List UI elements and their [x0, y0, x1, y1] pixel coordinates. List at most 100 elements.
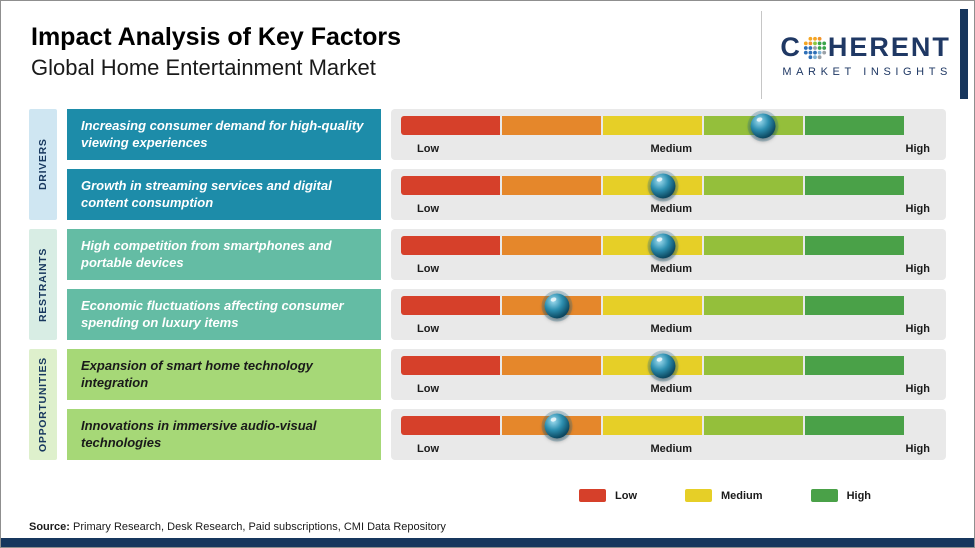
bar-segment	[603, 416, 702, 435]
impact-matrix: DRIVERS RESTRAINTS OPPORTUNITIES Increas…	[29, 109, 946, 460]
bar-segment	[502, 116, 601, 135]
impact-scale-track	[401, 113, 904, 138]
brand-letters: HERENT	[827, 32, 951, 62]
impact-marker	[750, 113, 776, 138]
impact-scale-track	[401, 233, 904, 258]
scale-label-low: Low	[417, 443, 439, 455]
scale-label-high: High	[905, 383, 930, 395]
legend-label-medium: Medium	[721, 489, 763, 502]
impact-marker	[650, 233, 676, 258]
bar-segment	[805, 416, 904, 435]
bar-segment	[502, 356, 601, 375]
impact-scale-track	[401, 173, 904, 198]
scale-label-medium: Medium	[650, 143, 693, 155]
group-label-drivers: DRIVERS	[29, 109, 57, 220]
page-title: Impact Analysis of Key Factors	[31, 23, 402, 51]
scale-label-low: Low	[417, 203, 439, 215]
source-prefix: Source:	[29, 521, 70, 533]
scale-labels: Low Medium High	[391, 443, 946, 456]
legend-item-medium: Medium	[685, 489, 763, 502]
scale-labels: Low Medium High	[391, 143, 946, 156]
bar-segment	[502, 236, 601, 255]
scale-label-high: High	[905, 323, 930, 335]
scale-label-low: Low	[417, 383, 439, 395]
legend-swatch-high	[810, 489, 838, 502]
header: Impact Analysis of Key Factors Global Ho…	[31, 23, 401, 81]
factor-card: Growth in streaming services and digital…	[67, 169, 381, 220]
scale-labels: Low Medium High	[391, 203, 946, 216]
legend-item-low: Low	[579, 489, 637, 502]
bar-segment	[805, 236, 904, 255]
impact-marker	[544, 293, 570, 318]
factor-card: Economic fluctuations affecting consumer…	[67, 289, 381, 340]
footer-accent-bar	[1, 538, 974, 547]
factor-card: High competition from smartphones and po…	[67, 229, 381, 280]
bar-segment	[704, 296, 803, 315]
scale-labels: Low Medium High	[391, 263, 946, 276]
impact-scale-panel: Low Medium High	[391, 289, 946, 340]
impact-scale-panel: Low Medium High	[391, 229, 946, 280]
bar-segment	[401, 116, 500, 135]
bar-segment	[704, 356, 803, 375]
scale-label-medium: Medium	[650, 443, 693, 455]
bar-segment	[401, 296, 500, 315]
impact-marker	[650, 173, 676, 198]
factor-card: Innovations in immersive audio-visual te…	[67, 409, 381, 460]
page-subtitle: Global Home Entertainment Market	[31, 54, 376, 80]
scale-labels: Low Medium High	[391, 323, 946, 336]
legend-swatch-medium	[685, 489, 712, 502]
bar-segment	[502, 176, 601, 195]
scale-label-low: Low	[417, 143, 439, 155]
scale-label-high: High	[905, 143, 930, 155]
factor-card: Expansion of smart home technology integ…	[67, 349, 381, 400]
legend: Low Medium High	[579, 489, 871, 502]
impact-scale-panel: Low Medium High	[391, 409, 946, 460]
bar-segment	[805, 116, 904, 135]
bar-segment	[401, 356, 500, 375]
source-note: Source: Primary Research, Desk Research,…	[29, 521, 446, 533]
header-accent-bar	[960, 9, 968, 99]
scale-label-low: Low	[417, 263, 439, 275]
impact-marker	[650, 353, 676, 378]
scale-label-high: High	[905, 443, 930, 455]
impact-marker	[544, 413, 570, 438]
brand-tagline: MARKET INSIGHTS	[782, 66, 952, 78]
brand-logo: C HERENT MARKET INSIGHTS	[761, 11, 952, 99]
scale-label-medium: Medium	[650, 383, 693, 395]
impact-scale-panel: Low Medium High	[391, 349, 946, 400]
bar-segment	[805, 176, 904, 195]
impact-scale-track	[401, 353, 904, 378]
impact-scale-panel: Low Medium High	[391, 169, 946, 220]
legend-swatch-low	[579, 489, 606, 502]
impact-scale-track	[401, 293, 904, 318]
bar-segment	[805, 356, 904, 375]
scale-label-medium: Medium	[650, 203, 693, 215]
group-label-restraints: RESTRAINTS	[29, 229, 57, 340]
group-label-opportunities: OPPORTUNITIES	[29, 349, 57, 460]
impact-scale-track	[401, 413, 904, 438]
bar-segment	[401, 236, 500, 255]
bar-segment	[401, 416, 500, 435]
scale-label-high: High	[905, 263, 930, 275]
dotted-globe-icon	[803, 36, 827, 60]
legend-label-low: Low	[615, 489, 637, 502]
bar-segment	[603, 296, 702, 315]
bar-segment	[401, 176, 500, 195]
brand-wordmark: C HERENT	[780, 32, 952, 63]
bar-segment	[805, 296, 904, 315]
scale-label-high: High	[905, 203, 930, 215]
scale-labels: Low Medium High	[391, 383, 946, 396]
legend-label-high: High	[846, 489, 872, 502]
source-text: Primary Research, Desk Research, Paid su…	[69, 521, 446, 533]
factor-card: Increasing consumer demand for high-qual…	[67, 109, 381, 160]
impact-scale-panel: Low Medium High	[391, 109, 946, 160]
legend-item-high: High	[810, 489, 872, 502]
bar-segment	[704, 236, 803, 255]
scale-label-medium: Medium	[650, 323, 693, 335]
bar-segment	[704, 176, 803, 195]
scale-label-low: Low	[417, 323, 439, 335]
brand-letter: C	[780, 32, 802, 62]
bar-segment	[603, 116, 702, 135]
scale-label-medium: Medium	[650, 263, 693, 275]
